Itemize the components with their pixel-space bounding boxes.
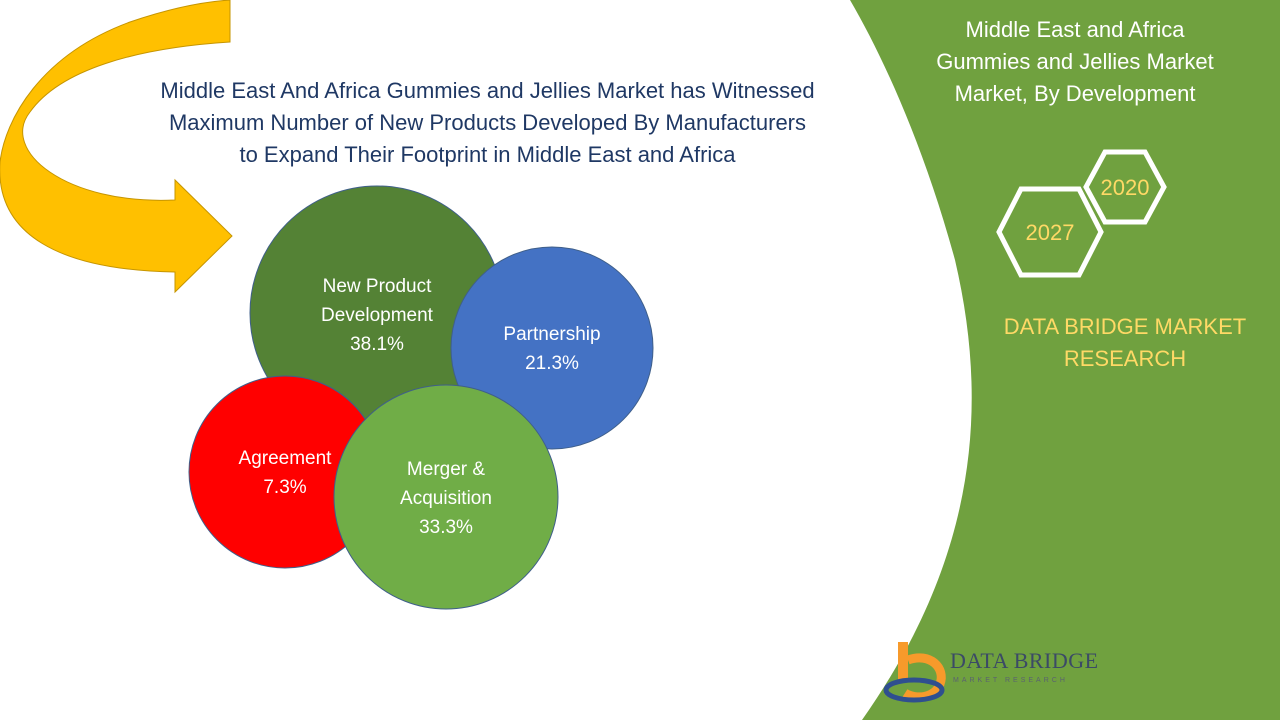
bubble-category-label: Agreement	[239, 448, 333, 469]
brand-text: DATA BRIDGE MARKET RESEARCH	[985, 311, 1265, 375]
side-title-line: Gummies and Jellies Market	[936, 49, 1214, 74]
bubble-category-label: Acquisition	[400, 488, 492, 509]
headline-line: to Expand Their Footprint in Middle East…	[239, 142, 736, 167]
side-panel-title: Middle East and Africa Gummies and Jelli…	[900, 14, 1250, 110]
side-title-line: Middle East and Africa	[965, 17, 1185, 42]
bubble-category-label: Merger &	[407, 459, 485, 480]
bubble-category-label: Partnership	[503, 324, 600, 345]
bubble-chart: New Product Development 38.1% Partnership 21…	[188, 185, 654, 610]
bubble-value-label: 7.3%	[263, 477, 306, 498]
headline: Middle East And Africa Gummies and Jelli…	[110, 75, 865, 171]
bubble-value-label: 21.3%	[525, 353, 579, 374]
logo-name: DATA BRIDGE	[950, 648, 1099, 673]
year-2020-label: 2020	[1100, 175, 1150, 200]
bubble-category-label: New Product	[323, 276, 432, 297]
bubble-value-label: 38.1%	[350, 334, 404, 355]
curved-arrow-icon	[0, 0, 233, 294]
headline-line: Maximum Number of New Products Developed…	[168, 110, 807, 135]
side-panel-background	[850, 0, 1280, 720]
brand-line: RESEARCH	[1063, 346, 1187, 371]
bubble-category-label: Development	[321, 305, 434, 326]
headline-line: Middle East And Africa Gummies and Jelli…	[160, 78, 815, 103]
bubble-3	[333, 384, 559, 610]
data-bridge-logo-icon	[883, 642, 946, 703]
brand-line: DATA BRIDGE MARKET	[1003, 314, 1247, 339]
logo-subtitle: MARKET RESEARCH	[953, 677, 1068, 684]
hexagon-2020-icon	[1083, 149, 1167, 225]
side-title-line: Market, By Development	[954, 81, 1196, 106]
year-2027-label: 2027	[1025, 220, 1075, 245]
bubble-value-label: 33.3%	[419, 517, 473, 538]
hexagon-2027-icon	[996, 186, 1104, 278]
bubble-1	[450, 246, 654, 450]
